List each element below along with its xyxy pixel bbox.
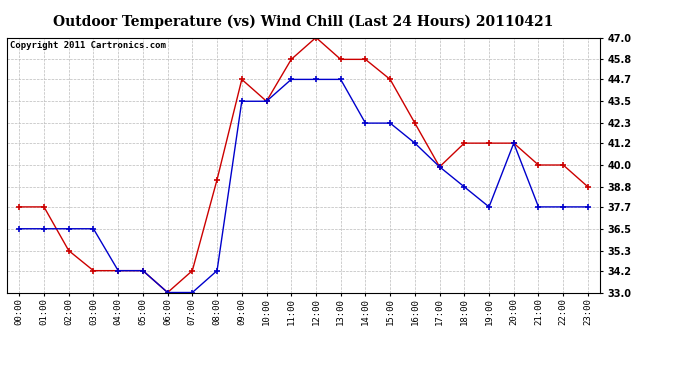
Text: Copyright 2011 Cartronics.com: Copyright 2011 Cartronics.com	[10, 41, 166, 50]
Text: Outdoor Temperature (vs) Wind Chill (Last 24 Hours) 20110421: Outdoor Temperature (vs) Wind Chill (Las…	[53, 15, 554, 29]
